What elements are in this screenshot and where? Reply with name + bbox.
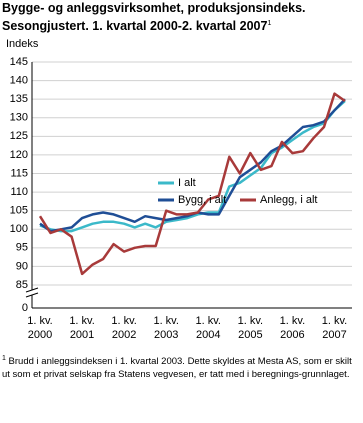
y-tick-label: 105 [10,205,28,217]
x-tick-label: 1. kv. 2001 [69,315,95,341]
axis-break [25,292,39,298]
axis-break-gap [26,290,38,295]
legend-label: I alt [178,177,196,189]
y-axis-label: Indeks [6,38,39,50]
legend-label: Bygg, i alt [178,194,226,206]
y-tick-label: 90 [16,260,28,272]
x-tick-label: 1. kv. 2003 [153,315,179,341]
chart-title: Bygge- og anleggsvirksomhet, produksjons… [2,1,306,34]
series-line [38,92,346,276]
footnote: 1 Brudd i anleggsindeksen i 1. kvartal 2… [2,352,357,381]
footnote-marker: 1 [2,355,6,362]
y-tick-label: 140 [10,74,28,86]
x-tick-label: 1. kv. 2000 [27,315,53,341]
y-tick-label: 135 [10,93,28,105]
legend-label: Anlegg, i alt [260,194,317,206]
plot: 0 85 90 95 100 105 110 115 120 125 130 135 140 145 I a… [10,56,352,314]
y-tick-label: 95 [16,242,28,254]
x-tick-label: 1. kv. 2005 [237,315,264,341]
chart-title-block: Bygge- og anleggsvirksomhet, produksjons… [2,0,360,34]
x-tick-label: 1. kv. 2007 [321,315,348,341]
footnote-text: Brudd i anleggsindeksen i 1. kvartal 200… [2,356,352,381]
y-tick-label: 85 [16,279,28,291]
y-tick-label: 100 [10,223,28,235]
y-tick-label: 120 [10,149,28,161]
x-tick-label: 1. kv. 2002 [111,315,137,341]
title-note: 1 [267,20,272,27]
y-tick-label: 110 [10,186,28,198]
y-tick-label: 145 [10,56,28,68]
x-tick-label: 1. kv. 2004 [195,315,221,341]
y-tick-label: 130 [10,112,28,124]
y-tick-label: 115 [10,167,28,179]
series-line [39,100,346,233]
y-tick-label: 125 [10,130,28,142]
y-tick-label: 0 [22,302,28,314]
series-line [39,98,346,233]
x-tick-label: 1. kv. 2006 [279,315,306,341]
axis-break [25,287,39,293]
